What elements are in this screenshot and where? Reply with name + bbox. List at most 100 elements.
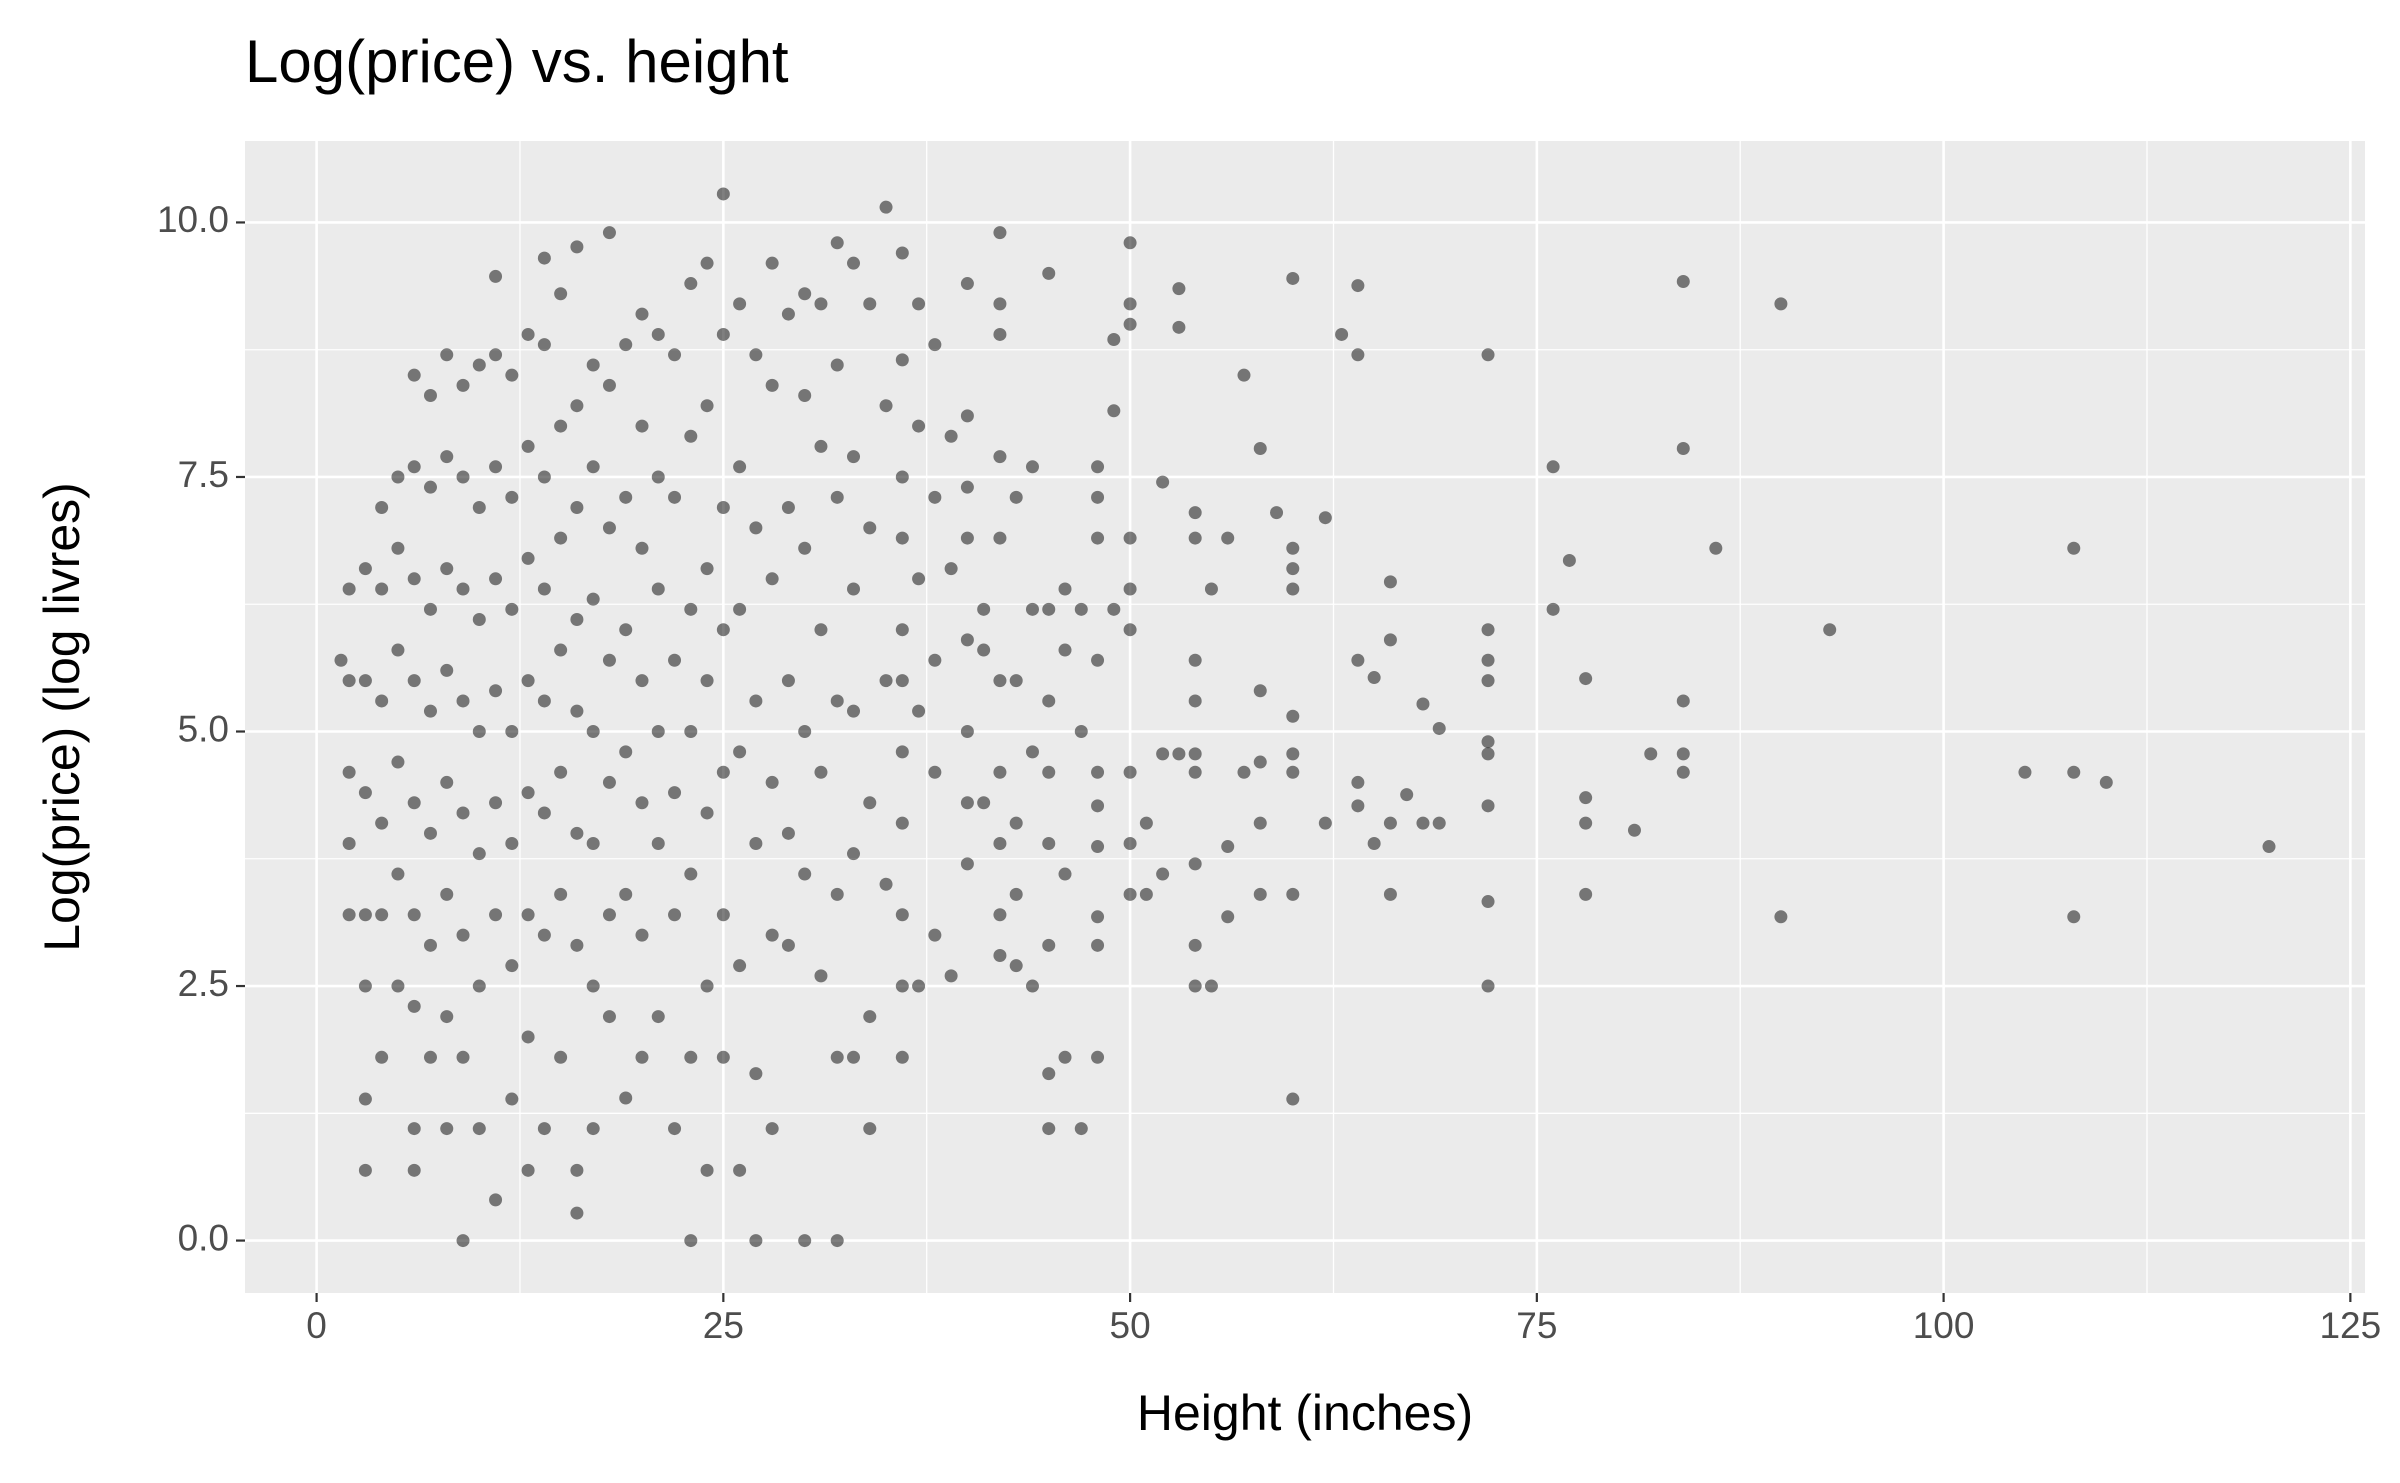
point	[342, 908, 356, 922]
point	[1042, 694, 1056, 708]
point	[1286, 541, 1300, 555]
point	[765, 572, 779, 586]
point	[928, 338, 942, 352]
point	[1286, 709, 1300, 723]
point	[505, 1092, 519, 1106]
x-tick-label: 50	[1110, 1305, 1151, 1346]
point	[1221, 840, 1235, 854]
point	[570, 613, 584, 627]
point	[342, 837, 356, 851]
point	[912, 297, 926, 311]
point	[830, 490, 844, 504]
point	[456, 378, 470, 392]
point	[781, 307, 795, 321]
point	[505, 490, 519, 504]
point	[554, 1050, 568, 1064]
point	[700, 399, 714, 413]
point	[1237, 765, 1251, 779]
point	[1270, 506, 1284, 520]
point	[668, 653, 682, 667]
point	[1123, 317, 1137, 331]
point	[1091, 1050, 1105, 1064]
point	[505, 368, 519, 382]
point	[1091, 910, 1105, 924]
point	[554, 287, 568, 301]
point	[391, 541, 405, 555]
point	[863, 796, 877, 810]
point	[570, 240, 584, 254]
point	[1188, 747, 1202, 761]
point	[1481, 979, 1495, 993]
point	[391, 867, 405, 881]
point	[879, 674, 893, 688]
point	[668, 490, 682, 504]
point	[1172, 320, 1186, 334]
point	[375, 908, 389, 922]
point	[2067, 910, 2081, 924]
point	[798, 867, 812, 881]
point	[1253, 441, 1267, 455]
point	[537, 251, 551, 265]
point	[1091, 460, 1105, 474]
y-tick-label: 2.5	[178, 963, 229, 1004]
point	[521, 439, 535, 453]
point	[814, 969, 828, 983]
point	[1156, 475, 1170, 489]
point	[700, 674, 714, 688]
point	[716, 327, 730, 341]
point	[765, 1122, 779, 1136]
point	[1676, 765, 1690, 779]
point	[993, 674, 1007, 688]
point	[456, 694, 470, 708]
point	[358, 979, 372, 993]
point	[1546, 602, 1560, 616]
point	[798, 287, 812, 301]
point	[489, 460, 503, 474]
point	[456, 1234, 470, 1248]
point	[912, 419, 926, 433]
point	[765, 378, 779, 392]
point	[749, 1067, 763, 1081]
point	[1481, 674, 1495, 688]
point	[814, 439, 828, 453]
point	[749, 837, 763, 851]
point	[1383, 887, 1397, 901]
point	[960, 796, 974, 810]
point	[993, 297, 1007, 311]
point	[342, 674, 356, 688]
point	[847, 847, 861, 861]
point	[391, 755, 405, 769]
point	[879, 399, 893, 413]
point	[830, 694, 844, 708]
point	[521, 1030, 535, 1044]
point	[472, 501, 486, 515]
point	[700, 979, 714, 993]
point	[1367, 837, 1381, 851]
x-tick-label: 75	[1516, 1305, 1557, 1346]
point	[716, 501, 730, 515]
point	[668, 908, 682, 922]
point	[375, 1050, 389, 1064]
y-tick-label: 5.0	[178, 708, 229, 749]
point	[537, 470, 551, 484]
point	[993, 837, 1007, 851]
point	[830, 887, 844, 901]
point	[895, 353, 909, 367]
point	[895, 816, 909, 830]
point	[1335, 327, 1349, 341]
point	[570, 501, 584, 515]
point	[391, 643, 405, 657]
point	[668, 786, 682, 800]
point	[554, 531, 568, 545]
point	[977, 643, 991, 657]
point	[456, 806, 470, 820]
point	[1188, 531, 1202, 545]
point	[1091, 765, 1105, 779]
x-axis-title: Height (inches)	[1137, 1385, 1473, 1441]
point	[489, 908, 503, 922]
point	[1676, 441, 1690, 455]
point	[1091, 653, 1105, 667]
point	[505, 602, 519, 616]
point	[651, 582, 665, 596]
point	[1025, 602, 1039, 616]
